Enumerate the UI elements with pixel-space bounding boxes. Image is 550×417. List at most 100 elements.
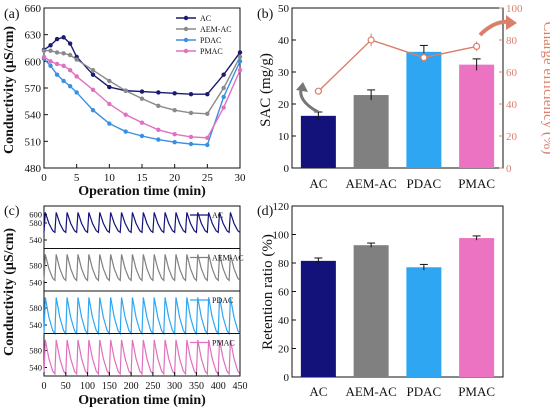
data-point [237,68,243,73]
right-tick-label: 20 [506,131,518,143]
y-tick-label: 600 [25,56,42,68]
data-point [54,61,60,67]
panel-a-y-axis-label: Conductivity (μS/cm) [2,26,17,154]
data-point [156,137,161,142]
x-tick-label: 450 [233,381,248,392]
x-tick-label: 25 [202,172,214,184]
y-tick-label: 50 [278,3,290,15]
legend-label: AC [200,14,211,23]
data-point [67,41,73,46]
panel-c-subplots: 600 540 580 AC 540 580 AEM-AC 540 580 PDAC 540 580 P… [29,210,244,376]
category-label: AC [309,384,327,399]
data-point [48,43,53,48]
panel-d-bars [300,235,495,377]
data-point [61,63,66,68]
x-tick-label: 30 [235,172,247,184]
category-label: PDAC [407,176,442,191]
x-tick-label: 350 [189,381,204,392]
panel-d-y-axis-label: Retention ratio (%) [260,234,276,350]
data-point [156,127,161,132]
data-point [41,48,47,53]
data-point [237,50,243,55]
right-tick-label: 0 [506,163,512,175]
data-point [188,92,194,97]
panel-c-y-axis-label: Conductivity (μS/cm) [2,228,17,356]
data-point [107,121,112,126]
x-tick-label: 10 [104,172,116,184]
series-trace-ac [43,212,241,234]
y-tick-label: 40 [278,315,290,327]
data-point [172,91,177,96]
data-point [139,89,145,94]
y-tick-label: 580 [29,261,42,271]
data-point [54,36,60,42]
x-tick-label: 400 [211,381,226,392]
panel-d-category-labels: AC AEM-AC PDAC PMAC [309,384,495,399]
data-point [139,96,145,101]
data-point [48,48,53,53]
bar-pdac [406,51,442,169]
y-tick-label: 580 [29,346,42,356]
panel-a-x-ticks: 0 5 10 15 20 25 30 [41,164,246,184]
data-point [221,72,226,77]
series-line-ac [43,36,241,95]
data-point [74,74,79,79]
y-tick-label: 10 [278,131,290,143]
y-tick-label: 540 [29,235,42,245]
data-point [188,134,194,140]
x-tick-label: 200 [124,381,139,392]
panel-b-bars [300,44,495,169]
data-point [67,68,73,73]
data-point [221,94,226,100]
y-tick-label: 660 [25,3,42,15]
panel-a-series [41,35,243,148]
data-point [188,141,194,147]
data-point [90,68,96,73]
x-tick-label: 250 [145,381,160,392]
data-point [48,63,53,68]
x-tick-label: 15 [137,172,149,184]
category-label: AC [309,176,327,191]
panel-a-x-axis-label: Operation time (min) [78,184,206,199]
y-tick-label: 120 [273,201,290,213]
panel-c-label: (c) [4,204,20,219]
efficiency-line [317,39,477,92]
legend-label: PMAC [212,339,235,348]
legend-label: AEM-AC [200,25,232,34]
series-line-pdac [43,58,241,146]
y-tick-label: 580 [29,303,42,313]
y-tick-label: 600 [29,210,42,220]
series-trace-pdac [43,297,241,336]
data-point [74,90,79,95]
data-point [90,108,96,113]
x-tick-label: 5 [74,172,80,184]
data-point [90,87,96,92]
left-axis-arrow-head-icon [296,82,308,92]
data-point [188,110,194,116]
legend-swatch-marker [183,15,189,21]
bar-ac [300,260,336,377]
panel-c-x-axis-label: Operation time (min) [78,393,206,408]
category-label: PMAC [458,384,495,399]
panel-b-label: (b) [257,7,274,22]
data-point [237,54,243,60]
series-line-pmac [43,56,241,139]
right-tick-label: 60 [506,67,518,79]
data-point [54,50,60,55]
data-point [172,140,177,145]
y-tick-label: 630 [25,30,42,42]
y-tick-label: 540 [29,278,42,288]
x-tick-label: 150 [102,381,117,392]
legend-label: PDAC [200,36,221,45]
data-point [123,88,128,93]
y-tick-label: 540 [29,320,42,330]
panel-b-plot-frame [291,7,504,169]
bar-ac [300,115,336,168]
category-label: PDAC [407,384,442,399]
data-point [139,133,145,139]
data-point [156,103,161,108]
x-tick-label: 300 [167,381,182,392]
series-line-aem-ac [44,49,241,115]
right-axis-arrow-icon [478,19,511,37]
